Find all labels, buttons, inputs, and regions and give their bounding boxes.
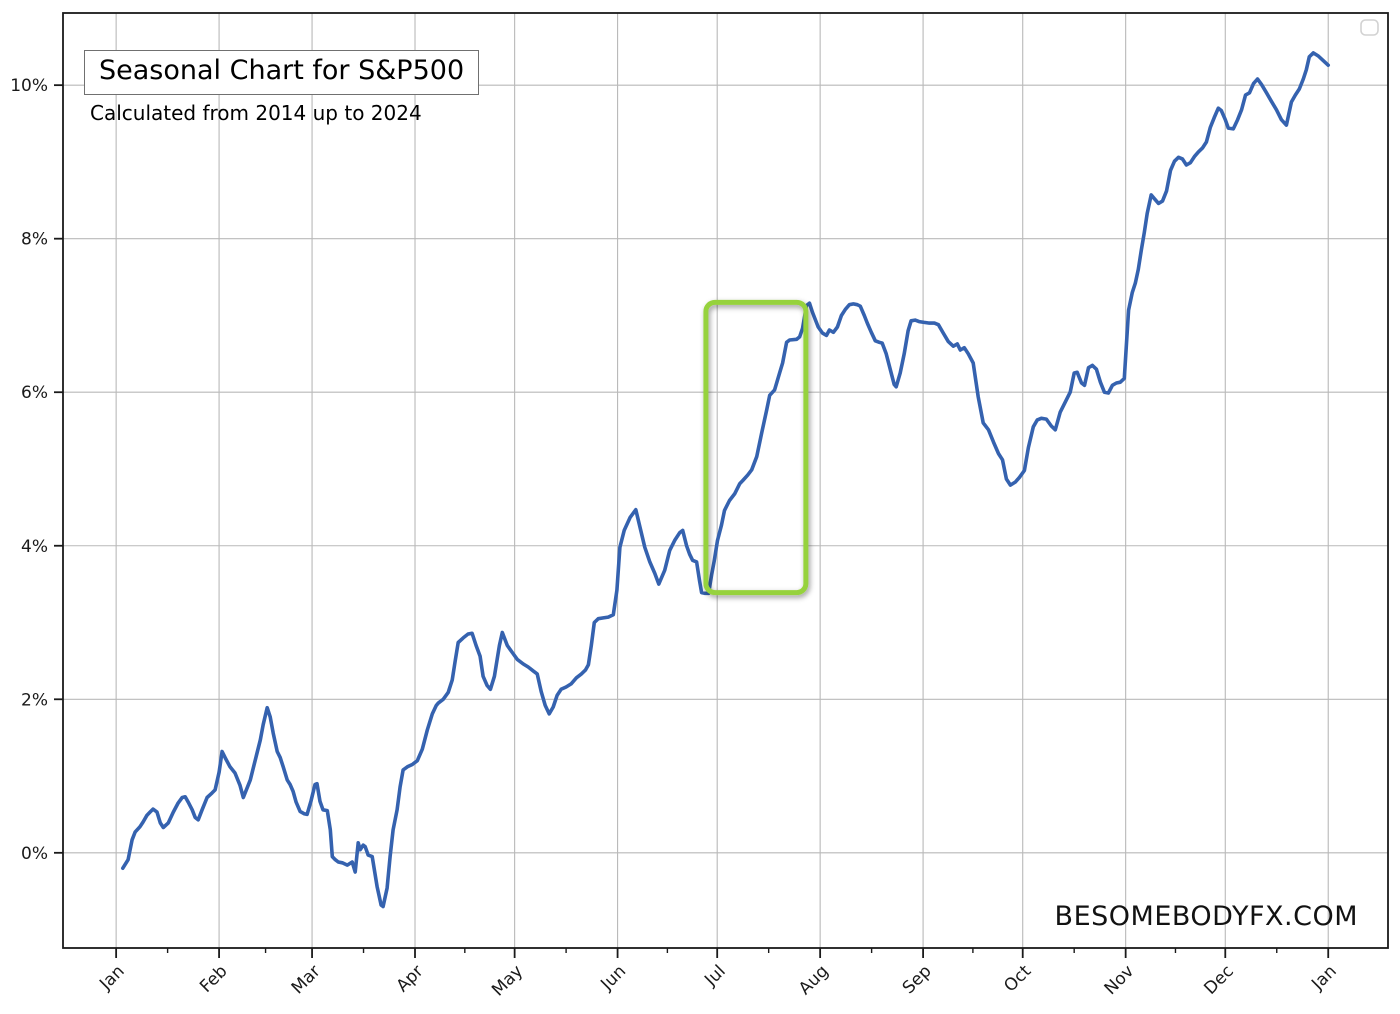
axes-spines [62, 12, 1389, 949]
x-tick-label: Dec [1200, 961, 1237, 998]
gridlines [63, 13, 1388, 948]
x-tick-label: Jul [700, 961, 729, 990]
y-tick-label: 8% [21, 230, 48, 250]
x-tick-label: Sep [899, 961, 936, 998]
x-tick-label: Jun [596, 961, 630, 995]
legend-empty-box [1360, 19, 1379, 36]
x-tick-label: Feb [196, 961, 231, 996]
legend-box [1360, 19, 1379, 36]
y-tick-label: 2% [21, 690, 48, 710]
tick-marks [54, 84, 1330, 958]
page-title: Seasonal Chart for S&P500 [84, 50, 480, 96]
x-tick-label: Mar [288, 961, 325, 998]
x-tick-label: May [488, 961, 527, 1000]
x-tick-label: Nov [1101, 961, 1139, 999]
highlight-box [703, 299, 809, 596]
y-tick-label: 10% [10, 76, 48, 96]
watermark: BESOMEBODYFX.COM [1054, 901, 1358, 932]
highlight-annotations [703, 299, 809, 596]
x-tick-label: Aug [795, 961, 833, 999]
x-tick-label: Apr [393, 961, 428, 996]
series-lines [121, 51, 1330, 909]
x-tick-label: Jan [1307, 961, 1340, 994]
chart-subtitle: Calculated from 2014 up to 2024 [90, 101, 422, 125]
x-tick-label: Oct [1000, 961, 1035, 996]
y-tick-label: 0% [21, 844, 48, 864]
series-line [121, 51, 1330, 909]
y-tick-label: 4% [21, 537, 48, 557]
y-tick-label: 6% [21, 383, 48, 403]
plot-border [62, 12, 1389, 949]
x-tick-label: Jan [95, 961, 128, 994]
